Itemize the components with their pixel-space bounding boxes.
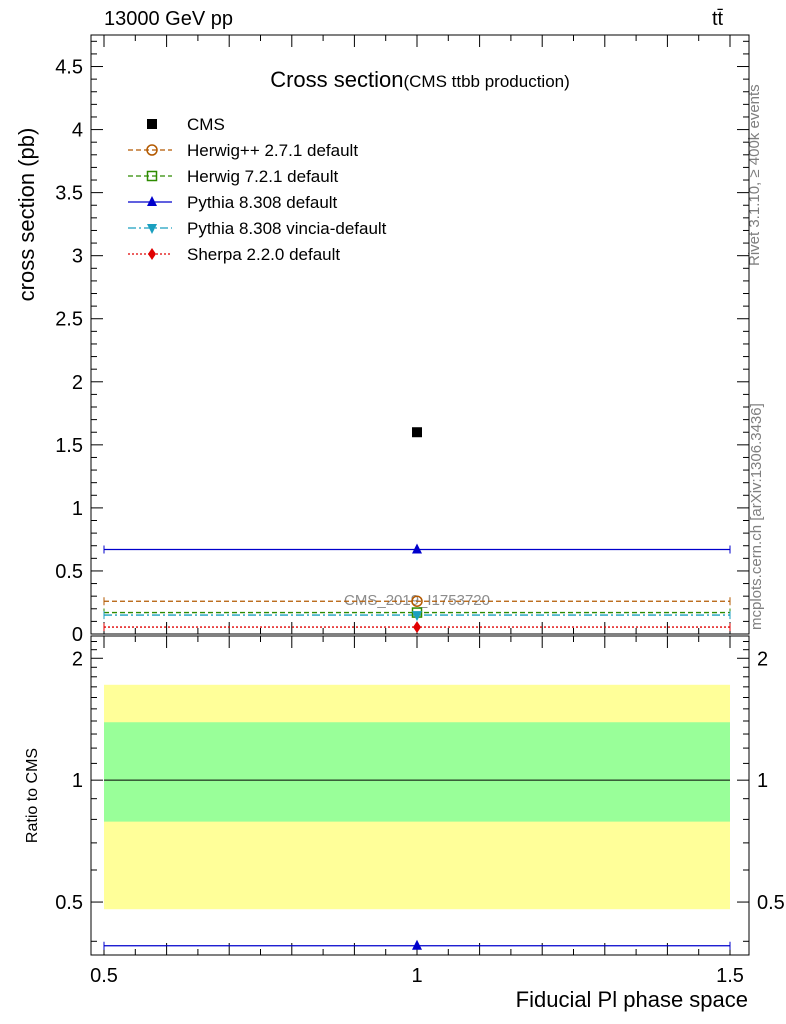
legend-entry-pythia-8-308-vincia-default: Pythia 8.308 vincia-default xyxy=(187,219,387,238)
ratio-y-tick-label: 1 xyxy=(72,770,83,792)
ratio-y-tick-label-right: 1 xyxy=(757,770,768,792)
ratio-y-tick-label-right: 2 xyxy=(757,648,768,670)
legend-entry-sherpa-2-2-0-default: Sherpa 2.2.0 default xyxy=(187,245,340,264)
legend-marker xyxy=(146,170,158,182)
y-tick-label: 3.5 xyxy=(55,183,83,205)
legend-entry-cms: CMS xyxy=(187,115,225,134)
legend-entry-herwig-7-2-1-default: Herwig 7.2.1 default xyxy=(187,167,338,186)
legend-entry-pythia-8-308-default: Pythia 8.308 default xyxy=(187,193,338,212)
legend-marker xyxy=(148,248,156,260)
uncertainty-band-inner xyxy=(104,722,730,822)
data-point-herwig-2-7-1-default xyxy=(411,595,423,607)
watermark-label: CMS_2019_I1753720 xyxy=(344,592,490,609)
y-tick-label: 2.5 xyxy=(55,309,83,331)
legend-marker xyxy=(147,119,157,129)
legend-entry-herwig-2-7-1-default: Herwig++ 2.7.1 default xyxy=(187,141,358,160)
y-tick-label: 1.5 xyxy=(55,435,83,457)
data-point-cms xyxy=(412,427,422,438)
ratio-point-pythia-8-308-default xyxy=(412,939,422,950)
y-tick-label: 3 xyxy=(72,246,83,268)
x-tick-label: 1 xyxy=(411,965,422,987)
y-tick-label: 0.5 xyxy=(55,561,83,583)
y-axis-label: cross section (pb) xyxy=(14,128,39,302)
y-tick-label: 4.5 xyxy=(55,57,83,79)
ratio-plot-frame xyxy=(90,635,750,956)
y-tick-label: 1 xyxy=(72,498,83,520)
y-tick-label: 0 xyxy=(72,624,83,646)
data-point-sherpa-2-2-0-default xyxy=(413,621,421,634)
x-tick-label: 0.5 xyxy=(90,965,118,987)
x-tick-label: 1.5 xyxy=(716,965,744,987)
y-tick-label: 4 xyxy=(72,120,83,142)
ratio-panel: 0.5 0.5 1 1 2 2 0.5 1 1.5 Ratio to CMS Fiducial Pl… xyxy=(24,635,785,1012)
process-label: tt̄ xyxy=(712,8,724,30)
main-panel: 0 0.5 1 1.5 2 2.5 3 3.5 4 4.5 cross section (pb) Cr… xyxy=(14,34,750,646)
main-plot-frame xyxy=(90,34,750,635)
ratio-y-tick-label: 2 xyxy=(72,648,83,670)
data-point-pythia-8-308-default xyxy=(412,543,422,554)
y-tick-label: 2 xyxy=(72,372,83,394)
legend-marker xyxy=(146,144,158,156)
legend-marker xyxy=(147,224,157,234)
ratio-y-tick-label: 0.5 xyxy=(55,892,83,914)
ratio-y-axis-label: Ratio to CMS xyxy=(24,748,41,843)
x-axis-label: Fiducial Pl phase space xyxy=(516,987,748,1012)
ratio-y-tick-label-right: 0.5 xyxy=(757,892,785,914)
energy-label: 13000 GeV pp xyxy=(104,8,233,30)
legend-marker xyxy=(147,196,157,206)
chart-title: Cross section(CMS ttbb production) xyxy=(270,67,570,92)
data-point-pythia-8-308-vincia-default xyxy=(412,611,422,622)
